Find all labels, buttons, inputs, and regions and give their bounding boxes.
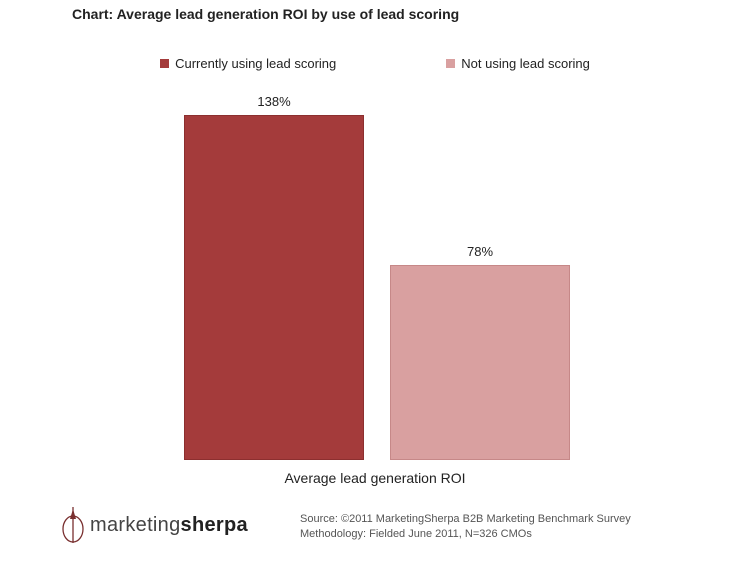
legend-label-not-using: Not using lead scoring <box>461 56 590 71</box>
legend-label-using: Currently using lead scoring <box>175 56 336 71</box>
legend-swatch-using <box>160 59 169 68</box>
brand-text-light: marketing <box>90 514 181 536</box>
legend-item-using: Currently using lead scoring <box>160 56 336 71</box>
brand-text: marketingsherpa <box>90 514 248 537</box>
brand-text-bold: sherpa <box>181 514 248 536</box>
legend-swatch-not-using <box>446 59 455 68</box>
compass-icon <box>60 505 86 545</box>
chart-plot-area: 138% 78% <box>120 85 630 460</box>
chart-title: Chart: Average lead generation ROI by us… <box>72 6 459 22</box>
chart-footer: Source: ©2011 MarketingSherpa B2B Market… <box>300 512 631 542</box>
chart-legend: Currently using lead scoring Not using l… <box>0 56 750 71</box>
x-axis-label: Average lead generation ROI <box>120 470 630 486</box>
bar-not-using <box>390 265 570 460</box>
brand-logo: marketingsherpa <box>60 505 248 545</box>
bar-label-not-using: 78% <box>390 244 570 259</box>
footer-source: Source: ©2011 MarketingSherpa B2B Market… <box>300 512 631 527</box>
bar-using <box>184 115 364 460</box>
footer-methodology: Methodology: Fielded June 2011, N=326 CM… <box>300 527 631 542</box>
legend-item-not-using: Not using lead scoring <box>446 56 590 71</box>
bar-label-using: 138% <box>184 94 364 109</box>
